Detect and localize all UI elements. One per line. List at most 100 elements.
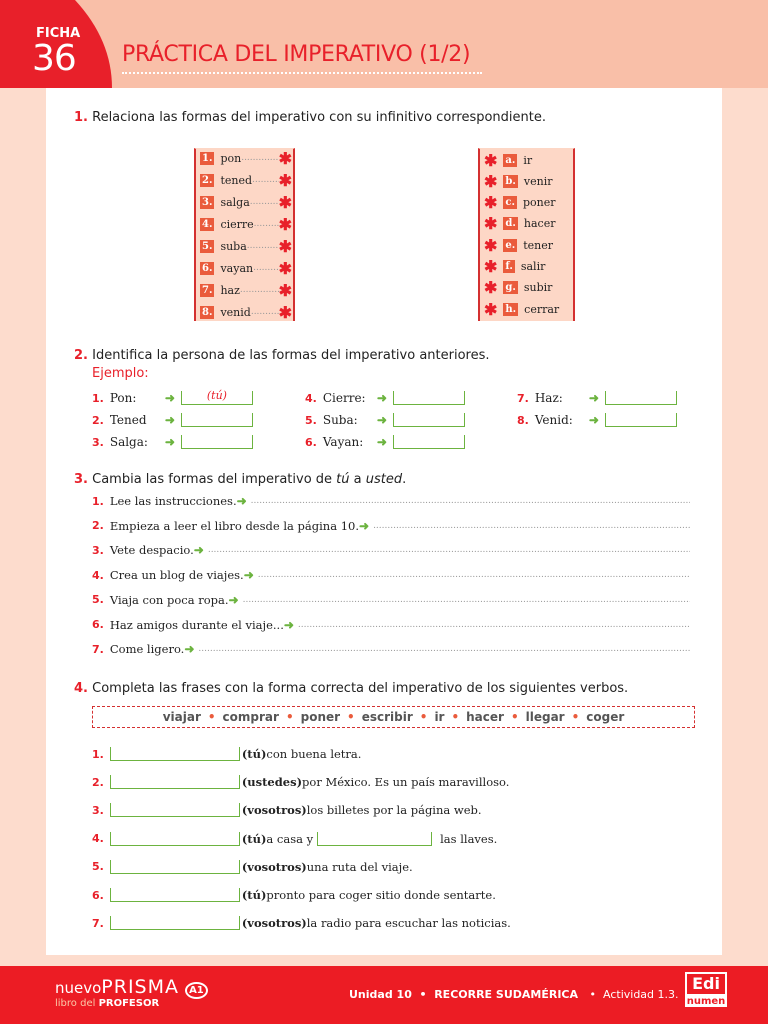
person-hint: (vosotros) [241,916,307,931]
person-hint: (vosotros) [241,803,307,818]
answer-field[interactable]: (tú) [180,390,253,405]
answer-field[interactable] [604,413,677,427]
answer-field[interactable] [392,435,465,449]
answer-item: 5. Suba: ➜ [305,411,465,429]
match-point-icon[interactable]: ✱ [484,214,498,234]
item-word: poner [522,196,556,210]
match-point-icon[interactable]: ✱ [278,148,292,168]
answer-line[interactable]: ........................................… [257,570,690,581]
fill-item: 4. (tú) a casa y las llaves. [92,831,498,846]
arrow-right-icon: ➜ [243,568,254,583]
item-word: tened [220,173,253,187]
bullet: • [347,710,355,724]
sentence-text: por México. Es un país maravilloso. [302,775,510,790]
answer-field[interactable] [180,435,253,449]
answer-field[interactable] [109,775,240,790]
match-point-icon[interactable]: ✱ [278,258,292,278]
match-point-icon[interactable]: ✱ [484,150,498,170]
item-word: vayan [220,261,254,275]
item-number: 4. [305,391,317,405]
answer-field[interactable] [317,831,433,846]
ex2-heading: 2. Identifica la persona de las formas d… [74,348,490,363]
match-point-icon[interactable]: ✱ [484,257,498,276]
item-word: Suba: [322,413,358,427]
item-sentence: Viaja con poca ropa. [109,592,229,607]
verb-option: poner [300,710,341,724]
dotted-leader: ........................................… [241,153,279,163]
arrow-right-icon: ➜ [164,435,175,449]
sentence-text: las llaves. [440,831,498,846]
arrow-right-icon: ➜ [588,391,599,405]
item-sentence: Haz amigos durante el viaje... [109,617,284,632]
list-item: ✱ c. poner [484,193,574,213]
answer-field[interactable] [109,747,240,761]
answer-field[interactable] [392,413,465,427]
item-number: 2. [200,173,215,187]
arrow-right-icon: ➜ [184,642,195,657]
item-word: venid [220,305,251,319]
answer-field[interactable] [109,888,240,902]
person-hint: (tú) [241,888,267,902]
item-sentence: Empieza a leer el libro desde la página … [109,518,359,533]
fill-item: 1. (tú) con buena letra. [92,747,361,761]
answer-line[interactable]: ........................................… [207,545,690,556]
match-point-icon[interactable]: ✱ [278,214,292,234]
answer-item: 4. Cierre: ➜ [305,389,465,407]
bullet: • [451,710,460,724]
answer-field[interactable] [109,916,240,931]
answer-line[interactable]: ........................................… [297,619,690,630]
footer: nuevoPRISMA A1 libro del PROFESOR Unidad… [0,966,768,1024]
answer-field[interactable] [180,413,253,427]
answer-field[interactable] [109,831,240,846]
answer-field[interactable] [109,859,240,874]
item-letter: b. [503,174,518,188]
item-number: 2. [92,775,104,789]
answer-line[interactable]: ........................................… [373,520,690,531]
item-word: Haz: [534,391,563,405]
ex1-heading: 1. Relaciona las formas del imperativo c… [74,110,547,125]
arrow-right-icon: ➜ [376,435,387,449]
item-number: 3. [92,543,104,557]
match-point-icon[interactable]: ✱ [484,193,498,213]
fill-item: 2. (ustedes) por México. Es un país marav… [92,775,510,790]
item-number: 7. [92,642,104,656]
item-word: Pon: [109,391,137,405]
match-point-icon[interactable]: ✱ [278,236,292,256]
item-letter: e. [503,238,518,252]
match-point-icon[interactable]: ✱ [278,280,292,300]
dotted-leader: ........................................… [239,285,279,295]
answer-field[interactable] [392,391,465,405]
match-point-icon[interactable]: ✱ [278,302,292,322]
arrow-right-icon: ➜ [283,617,294,632]
dotted-leader: ........................................… [253,263,279,273]
answer-field[interactable] [109,803,240,818]
item-letter: c. [503,196,517,210]
verb-option: comprar [222,710,279,724]
answer-line[interactable]: ........................................… [242,594,690,605]
match-point-icon[interactable]: ✱ [484,278,498,298]
rewrite-item: 4. Crea un blog de viajes. ➜.............… [92,568,690,582]
person-hint: (vosotros) [241,859,307,874]
item-number: 8. [200,305,215,319]
bullet: • [419,710,428,724]
match-point-icon[interactable]: ✱ [278,192,292,212]
match-point-icon[interactable]: ✱ [484,299,498,319]
answer-line[interactable]: ........................................… [250,496,690,506]
match-point-icon[interactable]: ✱ [278,170,292,190]
item-number: 4. [92,568,104,582]
sentence-text: con buena letra. [266,747,362,761]
fill-item: 3. (vosotros) los billetes por la página … [92,803,482,818]
answer-line[interactable]: ........................................… [198,644,690,655]
person-hint: (tú) [241,831,267,846]
answer-field[interactable] [604,391,677,405]
item-word: cerrar [524,302,560,316]
dotted-leader: ........................................… [253,219,279,229]
item-number: 7. [200,283,215,297]
item-number: 5. [305,413,317,427]
list-item: 6. vayan.................................… [200,258,292,278]
arrow-right-icon: ➜ [228,592,239,607]
match-point-icon[interactable]: ✱ [484,235,498,255]
item-word: Cierre: [322,391,366,405]
match-point-icon[interactable]: ✱ [484,171,498,191]
example-label: Ejemplo: [92,366,149,381]
